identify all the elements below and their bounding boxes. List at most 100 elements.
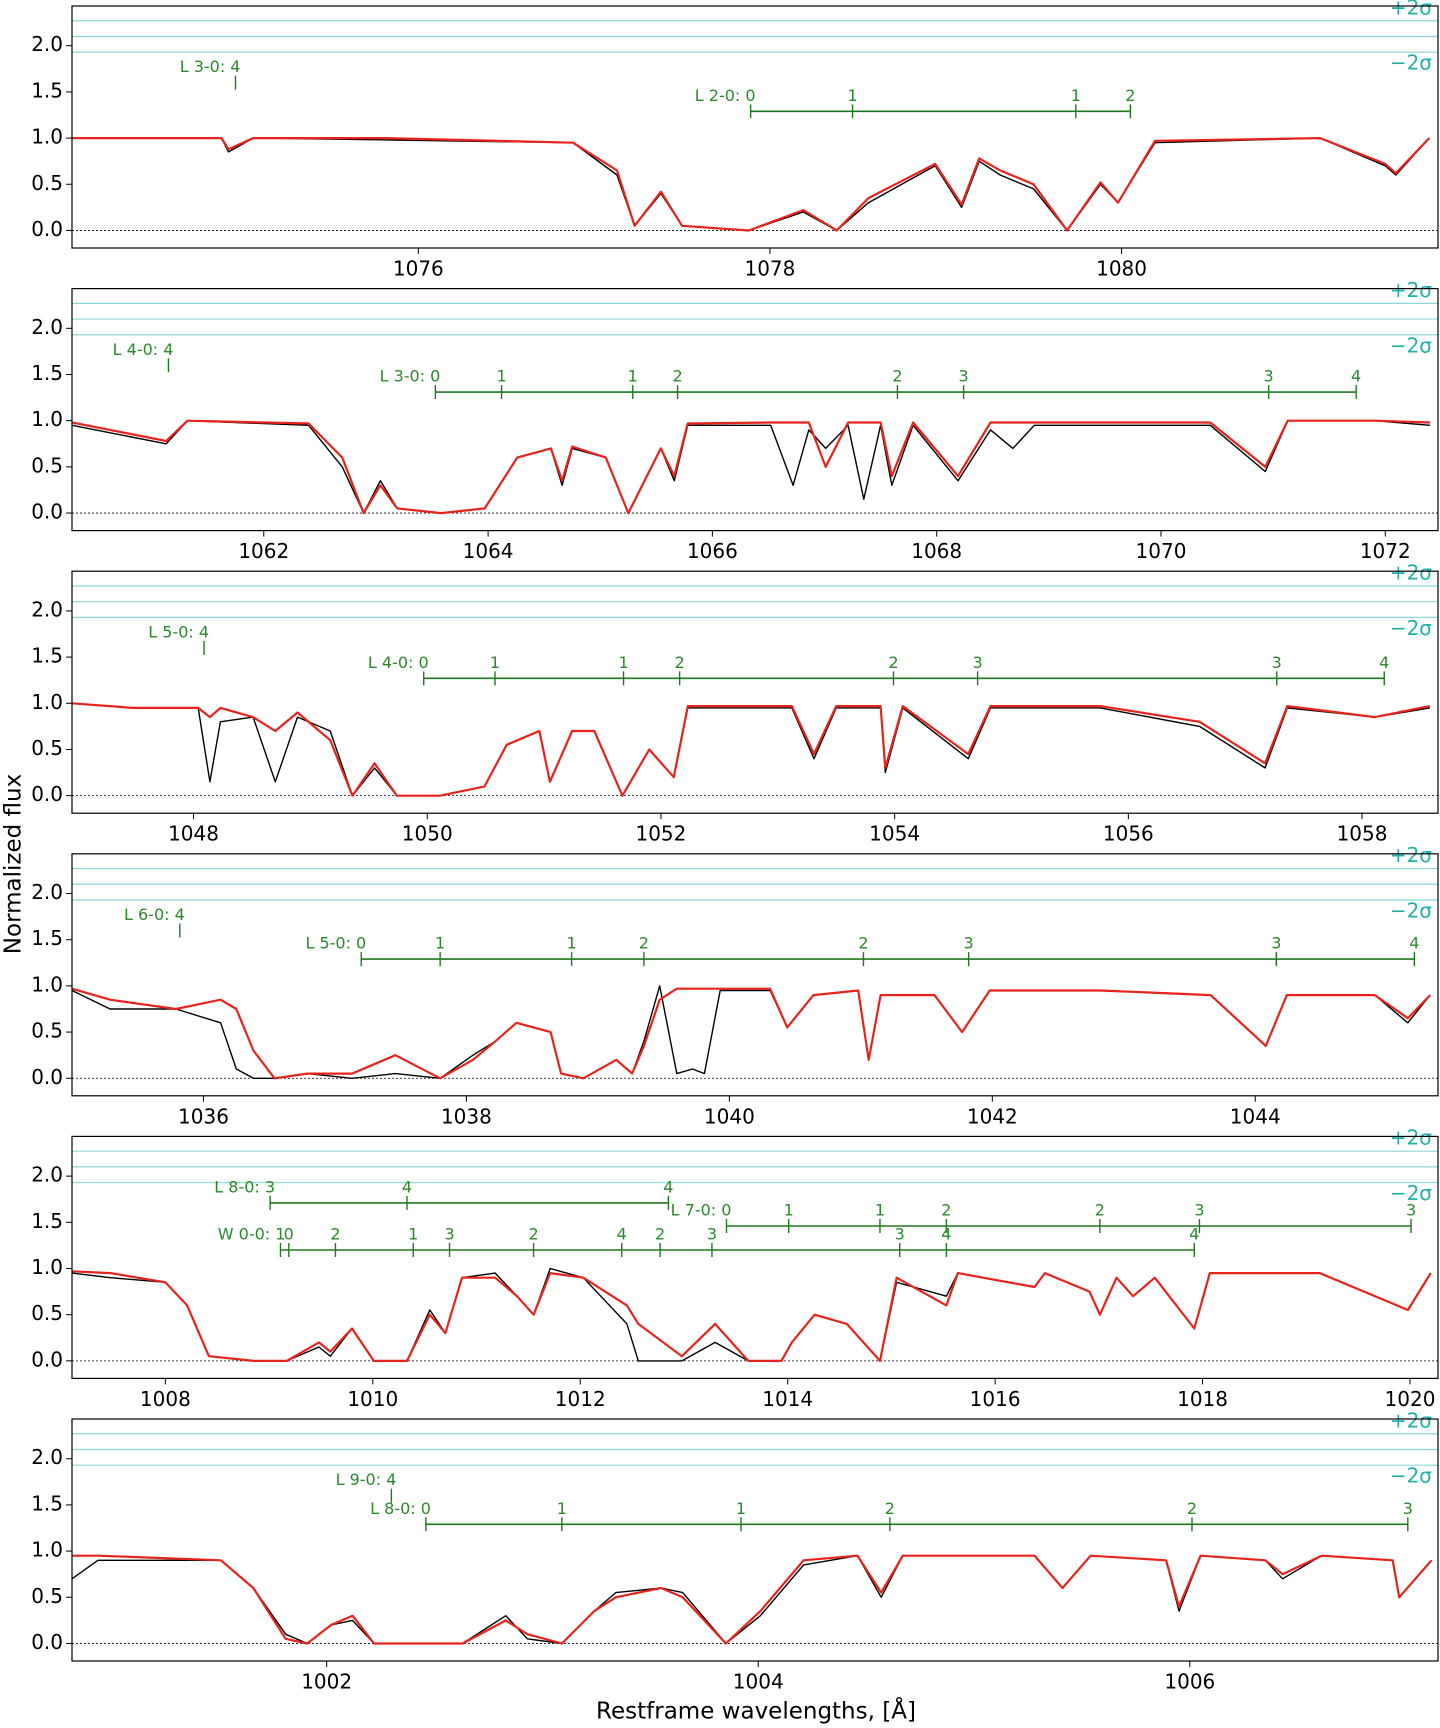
line-label: 1	[875, 1200, 885, 1219]
system-label: L 3-0: 0	[380, 367, 441, 386]
y-tick-label: 0.5	[31, 1584, 63, 1608]
x-tick-label: 1018	[1177, 1387, 1228, 1411]
x-tick-label: 1042	[967, 1104, 1018, 1128]
sigma-label: −2σ	[1390, 898, 1432, 922]
line-label: 2	[330, 1225, 340, 1244]
line-label: 2	[655, 1225, 665, 1244]
x-tick-label: 1080	[1096, 257, 1147, 281]
x-tick-label: 1056	[1103, 822, 1154, 846]
system-label: L 4-0: 0	[368, 653, 429, 672]
line-label: 0	[284, 1225, 294, 1244]
spectrum-line	[72, 987, 1431, 1080]
y-tick-label: 0.0	[31, 500, 63, 524]
y-tick-label: 1.5	[31, 361, 63, 385]
x-tick-label: 1008	[140, 1387, 191, 1411]
x-tick-label: 1054	[869, 822, 920, 846]
axes-frame	[71, 288, 1439, 532]
y-tick-label: 2.0	[31, 880, 63, 904]
x-tick-label: 1068	[911, 539, 962, 563]
system-label: L 4-0: 4	[113, 340, 174, 359]
y-tick-label: 1.0	[31, 1255, 63, 1279]
line-label: 2	[1187, 1499, 1197, 1518]
line-label: 3	[1264, 367, 1274, 386]
line-label: 2	[673, 367, 683, 386]
line-label: 2	[528, 1225, 538, 1244]
spectrum-line	[72, 702, 1431, 797]
line-label: 3	[964, 934, 974, 953]
sigma-label: −2σ	[1390, 616, 1432, 640]
x-tick-label: 1064	[463, 539, 514, 563]
system-label: W 0-0: 1	[218, 1225, 286, 1244]
line-label: 3	[444, 1225, 454, 1244]
x-tick-label: 1038	[441, 1104, 492, 1128]
x-tick-label: 1070	[1136, 539, 1187, 563]
x-tick-label: 1058	[1337, 822, 1388, 846]
x-tick-label: 1062	[238, 539, 289, 563]
system-label: L 5-0: 4	[148, 622, 209, 641]
line-label: 3	[1194, 1200, 1204, 1219]
y-tick-label: 1.0	[31, 972, 63, 996]
system-label: L 5-0: 0	[305, 934, 366, 953]
y-tick-label: 0.5	[31, 1301, 63, 1325]
spectrum-line	[72, 985, 1431, 1079]
line-label: 2	[941, 1200, 951, 1219]
y-tick-label: 2.0	[31, 1163, 63, 1187]
line-label: 4	[617, 1225, 627, 1244]
line-label: 3	[1406, 1200, 1416, 1219]
y-tick-label: 0.0	[31, 217, 63, 241]
system-label: L 2-0: 0	[695, 86, 756, 105]
series-group	[72, 137, 1430, 232]
sigma-label: +2σ	[1390, 1408, 1432, 1432]
line-label: 1	[567, 934, 577, 953]
y-tick-label: 1.5	[31, 1209, 63, 1233]
series-group	[72, 1267, 1432, 1362]
line-label: 1	[618, 653, 628, 672]
x-tick-label: 1048	[168, 822, 219, 846]
system-label: L 3-0: 4	[180, 57, 241, 76]
y-tick-label: 1.0	[31, 690, 63, 714]
line-label: 1	[847, 86, 857, 105]
system-label: L 8-0: 3	[214, 1177, 275, 1196]
line-label: 2	[1095, 1200, 1105, 1219]
y-tick-label: 0.5	[31, 736, 63, 760]
sigma-label: −2σ	[1390, 1464, 1432, 1488]
line-label: 4	[1379, 653, 1389, 672]
line-label: 1	[628, 367, 638, 386]
y-tick-label: 1.5	[31, 644, 63, 668]
line-label: 4	[663, 1177, 673, 1196]
line-label: 4	[941, 1225, 951, 1244]
x-tick-label: 1002	[301, 1670, 352, 1694]
y-axis-label: Normalized flux	[1, 774, 27, 954]
y-tick-label: 0.0	[31, 1347, 63, 1371]
axes-frame	[71, 1418, 1439, 1662]
x-tick-label: 1050	[402, 822, 453, 846]
y-tick-label: 1.5	[31, 926, 63, 950]
series-group	[72, 419, 1431, 515]
system-label: L 8-0: 0	[370, 1499, 431, 1518]
x-tick-label: 1036	[178, 1104, 229, 1128]
line-label: 3	[1272, 653, 1282, 672]
y-tick-label: 0.5	[31, 453, 63, 477]
sigma-label: +2σ	[1390, 278, 1432, 302]
x-tick-label: 1006	[1164, 1670, 1215, 1694]
sigma-label: −2σ	[1390, 1181, 1432, 1205]
x-tick-label: 1014	[762, 1387, 813, 1411]
sigma-label: −2σ	[1390, 51, 1432, 75]
x-tick-label: 1010	[347, 1387, 398, 1411]
y-tick-label: 2.0	[31, 315, 63, 339]
y-tick-label: 0.0	[31, 1630, 63, 1654]
line-label: 3	[1403, 1499, 1413, 1518]
x-tick-label: 1004	[733, 1670, 784, 1694]
sigma-label: +2σ	[1390, 1126, 1432, 1150]
axes-frame	[71, 1135, 1439, 1380]
system-label: L 9-0: 4	[336, 1470, 397, 1489]
y-tick-label: 1.0	[31, 1538, 63, 1562]
line-label: 1	[736, 1499, 746, 1518]
sigma-label: +2σ	[1390, 0, 1432, 19]
series-group	[72, 1554, 1433, 1645]
line-label: 3	[1271, 934, 1281, 953]
line-label: 1	[557, 1499, 567, 1518]
y-tick-label: 1.5	[31, 1491, 63, 1515]
system-label: L 7-0: 0	[671, 1200, 732, 1219]
line-label: 4	[1189, 1225, 1199, 1244]
